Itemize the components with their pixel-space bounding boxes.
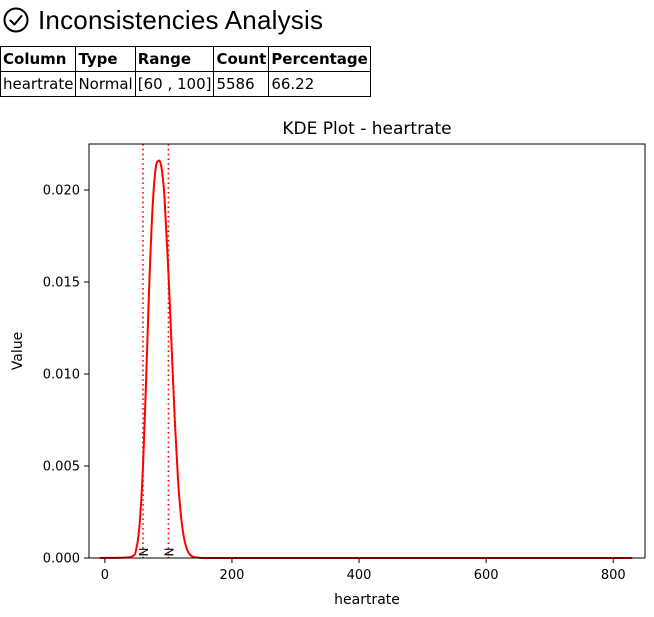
table-cell: Normal [75,71,136,97]
kde-chart-svg: KDE Plot - heartrate 0 200 400 600 800 0.000 0… [10,119,646,608]
reference-line-label: N [162,548,176,557]
x-tick-label: 600 [474,568,499,583]
table-cell: 5586 [213,71,270,97]
check-circle-icon [3,7,29,33]
x-tick-label: 0 [101,568,109,583]
page-header: Inconsistencies Analysis [2,0,323,40]
kde-curve [99,159,633,560]
table-header-row: Column Type Range Count Percentage [0,46,371,72]
y-tick-label: 0.015 [43,276,80,291]
table-cell: 66.22 [268,71,371,97]
column-header: Percentage [268,46,371,72]
column-header: Range [134,46,215,72]
x-tick-label: 200 [220,568,245,583]
column-header: Type [75,46,136,72]
kde-chart: KDE Plot - heartrate 0 200 400 600 800 0.000 0… [0,110,654,613]
inconsistencies-table: Column Type Range Count Percentage heart… [0,46,371,97]
table-cell: [60 , 100] [134,71,215,97]
y-tick-label: 0.020 [43,184,80,199]
column-header: Count [213,46,270,72]
x-tick-label: 400 [347,568,372,583]
plot-frame [88,143,646,559]
y-axis-label: Value [10,332,26,370]
table-cell: heartrate [0,71,77,97]
y-tick-label: 0.010 [43,368,80,383]
chart-title: KDE Plot - heartrate [282,119,451,139]
page-title: Inconsistencies Analysis [38,4,324,35]
y-tick-label: 0.005 [43,460,80,475]
table-row: heartrate Normal [60 , 100] 5586 66.22 [0,71,371,97]
y-tick-label: 0.000 [43,552,80,567]
x-tick-label: 800 [601,568,626,583]
x-axis-label: heartrate [334,592,400,608]
column-header: Column [0,46,77,72]
reference-line-label: N [137,548,151,557]
